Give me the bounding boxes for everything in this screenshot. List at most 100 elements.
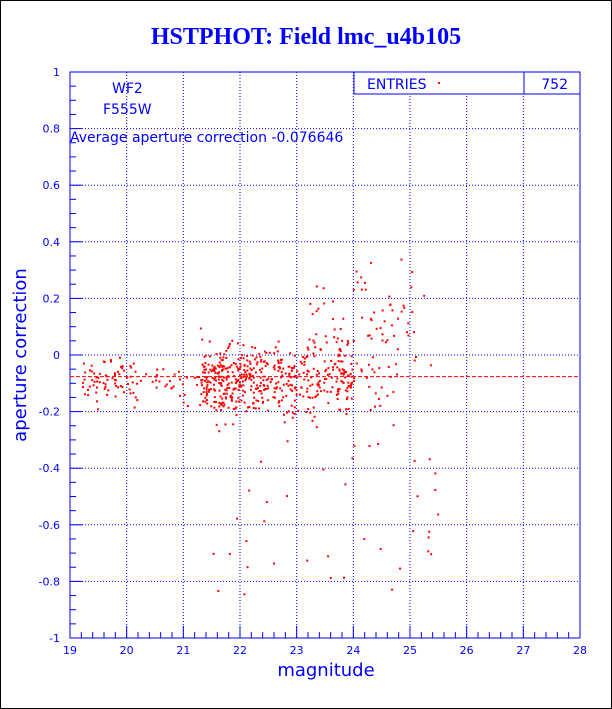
y-tick-label: 0.2 <box>43 292 61 305</box>
scatter-point <box>277 366 280 369</box>
scatter-point <box>96 400 99 403</box>
x-axis-label: magnitude <box>277 660 374 681</box>
scatter-point <box>313 415 316 418</box>
scatter-point <box>227 382 230 385</box>
scatter-point <box>338 369 341 372</box>
scatter-point <box>300 362 303 365</box>
scatter-point <box>280 376 283 379</box>
scatter-point <box>311 383 314 386</box>
y-tick-label: -0.2 <box>39 406 60 419</box>
scatter-point <box>369 317 372 320</box>
scatter-point <box>374 392 377 395</box>
scatter-point <box>114 395 117 398</box>
scatter-point <box>331 318 334 321</box>
scatter-point <box>347 407 350 410</box>
scatter-point <box>389 375 392 378</box>
x-tick-label: 26 <box>460 644 474 657</box>
scatter-point <box>242 375 245 378</box>
scatter-point <box>290 384 293 387</box>
scatter-point <box>136 399 139 402</box>
data-points <box>82 258 440 596</box>
scatter-point <box>293 354 296 357</box>
scatter-point <box>379 404 382 407</box>
scatter-point <box>181 383 184 386</box>
scatter-point <box>217 590 220 593</box>
scatter-point <box>220 382 223 385</box>
scatter-point <box>226 387 229 390</box>
scatter-point <box>103 387 106 390</box>
scatter-point <box>360 368 363 371</box>
scatter-point <box>252 381 255 384</box>
scatter-point <box>231 339 234 342</box>
grid <box>70 72 580 638</box>
scatter-point <box>265 362 268 365</box>
scatter-point <box>91 379 94 382</box>
scatter-point <box>211 364 214 367</box>
scatter-point <box>205 376 208 379</box>
scatter-point <box>207 380 210 383</box>
scatter-point <box>343 370 346 373</box>
scatter-point <box>250 369 253 372</box>
scatter-point <box>305 373 308 376</box>
scatter-point <box>222 356 225 359</box>
scatter-point <box>381 333 384 336</box>
scatter-point <box>225 378 228 381</box>
scatter-point <box>245 375 248 378</box>
scatter-point <box>246 365 249 368</box>
scatter-point <box>287 410 290 413</box>
scatter-point <box>211 376 214 379</box>
scatter-point <box>263 384 266 387</box>
scatter-point <box>294 374 297 377</box>
scatter-point <box>315 285 318 288</box>
scatter-point <box>113 378 116 381</box>
average-text: Average aperture correction -0.076646 <box>70 130 343 146</box>
scatter-point <box>281 374 284 377</box>
scatter-point <box>204 362 207 365</box>
scatter-point <box>248 377 251 380</box>
scatter-point <box>295 393 298 396</box>
scatter-point <box>252 391 255 394</box>
scatter-point <box>371 368 374 371</box>
scatter-point <box>182 401 185 404</box>
scatter-point <box>223 392 226 395</box>
scatter-point <box>213 367 216 370</box>
scatter-point <box>303 361 306 364</box>
scatter-point <box>341 368 344 371</box>
scatter-point <box>375 327 378 330</box>
scatter-point <box>252 376 255 379</box>
scatter-point <box>83 378 86 381</box>
scatter-point <box>231 392 234 395</box>
scatter-point <box>253 396 256 399</box>
scatter-point <box>284 372 287 375</box>
scatter-point <box>243 401 246 404</box>
scatter-point <box>322 287 325 290</box>
scatter-point <box>243 373 246 376</box>
average-text-label: Average aperture correction <box>70 130 267 146</box>
scatter-point <box>335 380 338 383</box>
scatter-point <box>228 366 231 369</box>
scatter-point <box>309 411 312 414</box>
scatter-point <box>342 369 345 372</box>
scatter-point <box>312 367 315 370</box>
scatter-point <box>258 352 261 355</box>
scatter-point <box>155 379 158 382</box>
scatter-point <box>90 364 93 367</box>
scatter-point <box>316 383 319 386</box>
scatter-point <box>218 401 221 404</box>
scatter-point <box>327 555 330 558</box>
y-tick-label: 0 <box>53 349 60 362</box>
scatter-point <box>225 376 228 379</box>
scatter-point <box>429 364 432 367</box>
scatter-point <box>344 376 347 379</box>
scatter-point <box>250 378 253 381</box>
y-tick-label: 0.4 <box>43 236 61 249</box>
scatter-point <box>201 371 204 374</box>
scatter-point <box>132 362 135 365</box>
scatter-point <box>279 358 282 361</box>
scatter-point <box>383 320 386 323</box>
scatter-point <box>245 540 248 543</box>
scatter-point <box>361 316 364 319</box>
scatter-point <box>227 406 230 409</box>
scatter-point <box>116 370 119 373</box>
scatter-point <box>332 300 335 303</box>
